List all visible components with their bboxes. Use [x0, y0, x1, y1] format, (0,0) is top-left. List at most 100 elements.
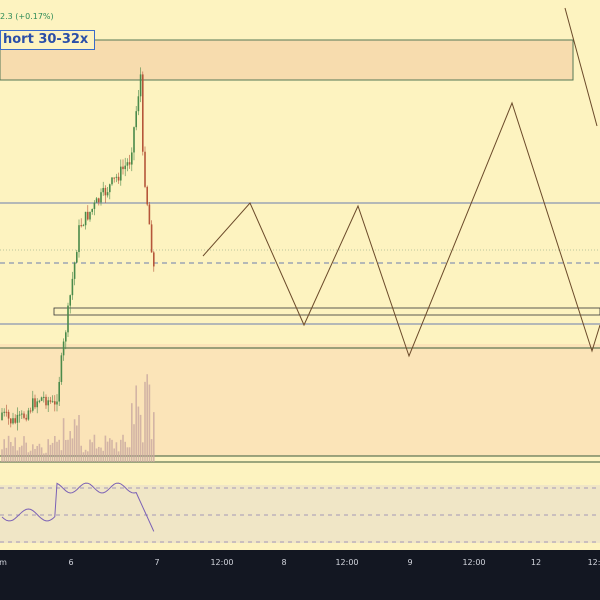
- candle-body: [148, 204, 151, 225]
- volume-bar: [106, 441, 109, 462]
- candle-body: [124, 165, 126, 170]
- volume-bar: [146, 374, 148, 462]
- volume-bar: [56, 441, 58, 462]
- candle-body: [36, 401, 38, 408]
- volume-bar: [93, 434, 96, 462]
- chart-title-label[interactable]: hort 30-32x: [0, 30, 96, 50]
- candle-body: [71, 278, 74, 296]
- volume-bar: [32, 444, 34, 462]
- candle-body: [122, 166, 124, 170]
- volume-bar: [58, 439, 60, 462]
- volume-bar: [36, 445, 38, 462]
- candle-body: [109, 184, 111, 193]
- volume-bar: [62, 418, 65, 462]
- volume-bar: [78, 415, 80, 462]
- candle-body: [144, 151, 146, 187]
- volume-bar: [21, 445, 23, 462]
- volume-bar: [1, 449, 3, 462]
- candle-body: [131, 152, 133, 165]
- volume-bar: [67, 439, 69, 462]
- volume-bar: [69, 431, 71, 462]
- candle-body: [49, 400, 52, 402]
- candle-body: [87, 211, 89, 220]
- candle-body: [146, 186, 148, 205]
- candle-body: [58, 381, 60, 402]
- resistance-zone-box: [0, 39, 574, 81]
- candle-body: [135, 111, 137, 128]
- candle-body: [69, 295, 71, 306]
- candle-body: [78, 225, 80, 253]
- volume-bar: [122, 434, 124, 462]
- volume-bar: [137, 406, 140, 462]
- candle-body: [21, 413, 23, 415]
- volume-bar: [120, 439, 122, 462]
- candle-body: [54, 401, 56, 405]
- candle-body: [89, 211, 91, 220]
- candle-body: [128, 162, 131, 165]
- volume-bar: [12, 446, 14, 462]
- volume-bar: [5, 447, 8, 462]
- volume-bar: [27, 452, 30, 462]
- candle-body: [5, 411, 8, 413]
- volume-bar: [71, 438, 74, 462]
- volume-bar: [14, 437, 16, 462]
- candle-body: [56, 401, 58, 405]
- time-axis[interactable]: [0, 550, 600, 600]
- candle-body: [60, 355, 63, 382]
- candle-body: [1, 412, 3, 420]
- volume-bar: [109, 438, 111, 462]
- candle-body: [25, 417, 27, 420]
- rsi-line: [1, 482, 155, 532]
- volume-bar: [65, 440, 67, 462]
- volume-bar: [142, 442, 144, 462]
- volume-bar: [82, 452, 85, 462]
- volume-bar: [100, 447, 102, 462]
- volume-bar: [73, 419, 76, 462]
- candle-body: [142, 74, 144, 152]
- volume-bar: [84, 449, 87, 462]
- volume-bar: [47, 439, 49, 462]
- candle-body: [3, 411, 5, 413]
- candle-body: [93, 202, 96, 209]
- x-tick-label: 12:00: [210, 558, 234, 567]
- candle-body: [7, 411, 10, 419]
- candle-body: [80, 225, 82, 227]
- volume-bar: [29, 450, 32, 462]
- x-tick-label: 12:00: [335, 558, 359, 567]
- candle-body: [126, 162, 129, 166]
- x-tick-label: 9: [407, 558, 413, 567]
- volume-bar: [104, 435, 107, 462]
- volume-bar: [34, 448, 36, 462]
- x-tick-label: 8: [281, 558, 287, 567]
- candle-body: [67, 305, 69, 333]
- volume-bar: [128, 447, 131, 462]
- candle-body: [12, 418, 14, 424]
- candle-body: [10, 418, 12, 424]
- volume-bar: [10, 442, 12, 462]
- candle-body: [137, 96, 140, 112]
- volume-bar: [43, 453, 45, 462]
- candle-body: [95, 198, 98, 203]
- volume-bar: [80, 445, 82, 462]
- volume-bar: [18, 447, 21, 462]
- volume-bar: [153, 412, 155, 462]
- candle-body: [111, 177, 113, 185]
- candle-body: [27, 410, 30, 420]
- volume-bar: [148, 384, 151, 462]
- volume-bar: [51, 442, 54, 462]
- candle-body: [139, 74, 142, 97]
- volume-bar: [89, 439, 91, 462]
- volume-bar: [7, 435, 10, 462]
- x-tick-label: 12:00: [462, 558, 486, 567]
- candle-body: [102, 187, 104, 193]
- candle-body: [51, 401, 54, 403]
- candle-body: [133, 127, 135, 153]
- candle-body: [100, 192, 102, 203]
- volume-bar: [91, 442, 93, 462]
- projection-arrow-line: [564, 7, 598, 127]
- projection-path-line: [202, 101, 600, 358]
- candle-body: [106, 192, 109, 196]
- chart-title-text: hort 30-32x: [3, 32, 89, 47]
